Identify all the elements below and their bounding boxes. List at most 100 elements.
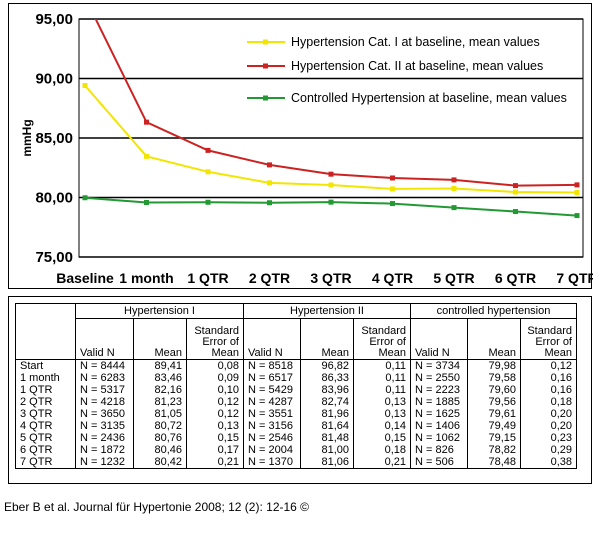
table-cell: N = 6517 (243, 372, 301, 384)
citation: Eber B et al. Journal für Hypertonie 200… (4, 500, 310, 514)
subheader-valid-n: Valid N (243, 318, 301, 360)
subheader-mean: Mean (467, 318, 521, 360)
data-point (144, 119, 149, 125)
row-label: 1 month (15, 372, 76, 384)
subheader-mean: Mean (133, 318, 187, 360)
legend-label-0: Hypertension Cat. I at baseline, mean va… (291, 35, 540, 49)
subheader-valid-n: Valid N (75, 318, 134, 360)
table-cell: N = 3551 (243, 408, 301, 420)
table-cell: 0,20 (520, 408, 577, 420)
data-point (390, 186, 395, 192)
legend-label-2: Controlled Hypertension at baseline, mea… (291, 91, 567, 105)
x-tick-label: 5 QTR (433, 270, 474, 286)
table-cell: 79,58 (467, 372, 521, 384)
table-cell: N = 5429 (243, 384, 301, 396)
legend-marker-0 (263, 39, 268, 45)
table-cell: 81,64 (300, 420, 354, 432)
subheader-mean: Mean (300, 318, 354, 360)
data-point (328, 171, 334, 177)
table-cell: N = 4287 (243, 396, 301, 408)
legend-bg (237, 56, 582, 76)
data-point (205, 169, 211, 175)
table-cell: 82,74 (300, 396, 354, 408)
data-point (205, 199, 211, 205)
table-cell: 80,42 (133, 456, 187, 469)
chart-panel: 75,00 80,00 85,00 90,00 95,00 mmHg Baseline 1… (8, 3, 593, 289)
table-cell: N = 8444 (75, 359, 134, 372)
legend: Hypertension Cat. I at baseline, mean va… (237, 32, 582, 108)
table-cell: N = 3135 (75, 420, 134, 432)
subheader-sem: Standard Error of Mean (186, 318, 244, 360)
table-cell: 0,23 (520, 432, 577, 444)
table-cell: 0,11 (353, 372, 411, 384)
table-cell: 79,49 (467, 420, 521, 432)
table-cell: N = 3156 (243, 420, 301, 432)
x-tick-label: Baseline (56, 270, 114, 286)
table-cell: N = 1625 (410, 408, 468, 420)
group-header-hypertension-2: Hypertension II (243, 303, 411, 319)
table-cell: 0,13 (353, 396, 411, 408)
table-cell: 0,13 (186, 420, 244, 432)
data-point (82, 195, 88, 201)
legend-marker-2 (263, 95, 268, 101)
data-table: Hypertension I Hypertension II controlle… (15, 303, 577, 469)
table-cell: N = 506 (410, 456, 468, 469)
table-cell: 0,11 (353, 384, 411, 396)
table-row: Start N = 8444 89,41 0,08 N = 8518 96,82 0,11 N… (15, 359, 577, 372)
table-cell: N = 2004 (243, 444, 301, 456)
table-row: 2 QTR N = 4218 81,23 0,12 N = 4287 82,74 0,13 N… (15, 396, 577, 408)
table-cell: N = 1370 (243, 456, 301, 469)
subheader-sem: Standard Error of Mean (520, 318, 577, 360)
data-point (144, 199, 149, 205)
y-tick-label: 75,00 (35, 249, 73, 266)
x-tick-label: 6 QTR (495, 270, 536, 286)
table-cell: N = 5317 (75, 384, 134, 396)
table-cell: 80,72 (133, 420, 187, 432)
table-cell: N = 8518 (243, 359, 301, 372)
legend-label-1: Hypertension Cat. II at baseline, mean v… (291, 59, 543, 73)
data-point (451, 177, 457, 183)
data-point (82, 83, 88, 89)
data-point (267, 180, 272, 186)
table-cell: 0,08 (186, 359, 244, 372)
table-cell: 81,48 (300, 432, 354, 444)
y-tick-labels: 75,00 80,00 85,00 90,00 95,00 (35, 11, 73, 266)
table-cell: 0,13 (353, 408, 411, 420)
table-cell: N = 3734 (410, 359, 468, 372)
table-cell: N = 2550 (410, 372, 468, 384)
table-row: 7 QTR N = 1232 80,42 0,21 N = 1370 81,06 0,21 N… (15, 456, 577, 469)
data-point (574, 190, 580, 196)
table-cell: 86,33 (300, 372, 354, 384)
table-cell: 0,12 (186, 396, 244, 408)
table-cell: 0,29 (520, 444, 577, 456)
x-tick-labels: Baseline 1 month 1 QTR 2 QTR 3 QTR 4 QTR 5 QTR… (56, 270, 593, 286)
table-cell: 0,18 (520, 396, 577, 408)
x-tick-label: 7 QTR (556, 270, 593, 286)
table-row: 6 QTR N = 1872 80,46 0,17 N = 2004 81,00 0,18 N… (15, 444, 577, 456)
table-cell: N = 2223 (410, 384, 468, 396)
table-cell: N = 1872 (75, 444, 134, 456)
y-tick-label: 95,00 (35, 11, 73, 28)
table-cell: 0,16 (520, 372, 577, 384)
table-cell: 78,48 (467, 456, 521, 469)
data-point (144, 153, 149, 159)
x-tick-label: 3 QTR (310, 270, 351, 286)
data-table-panel: Hypertension I Hypertension II controlle… (8, 296, 592, 484)
data-point (267, 162, 272, 168)
table-cell: N = 1885 (410, 396, 468, 408)
data-point (574, 213, 580, 219)
table-cell: 83,46 (133, 372, 187, 384)
table-cell: 0,18 (353, 444, 411, 456)
row-label: 2 QTR (15, 396, 76, 408)
table-cell: N = 1406 (410, 420, 468, 432)
y-tick-label: 80,00 (35, 190, 73, 207)
y-tick-label: 85,00 (35, 130, 73, 147)
table-cell: N = 826 (410, 444, 468, 456)
table-row: 4 QTR N = 3135 80,72 0,13 N = 3156 81,64 0,14 N… (15, 420, 577, 432)
table-cell: 79,15 (467, 432, 521, 444)
row-label: 5 QTR (15, 432, 76, 444)
table-cell: 96,82 (300, 359, 354, 372)
table-cell: 0,12 (520, 359, 577, 372)
data-point (390, 175, 395, 181)
data-point (205, 147, 211, 153)
